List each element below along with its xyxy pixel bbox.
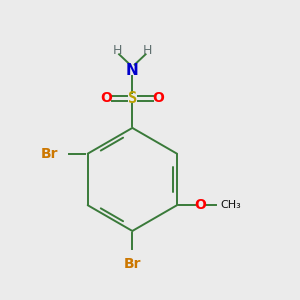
Text: N: N (126, 63, 139, 78)
Text: S: S (128, 91, 137, 106)
Text: Br: Br (41, 147, 58, 161)
Text: H: H (142, 44, 152, 57)
Text: Br: Br (124, 257, 141, 272)
Text: H: H (113, 44, 122, 57)
Text: O: O (100, 92, 112, 106)
Text: O: O (152, 92, 164, 106)
Text: CH₃: CH₃ (220, 200, 241, 210)
Text: O: O (194, 198, 206, 212)
